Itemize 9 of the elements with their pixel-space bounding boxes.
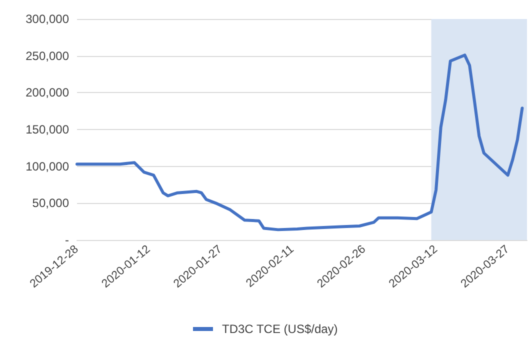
y-tick-label: 300,000 [26,12,70,26]
y-tick-label: 200,000 [26,86,70,100]
y-tick-label: 50,000 [32,196,70,210]
y-tick-label: 250,000 [26,48,70,63]
line-series [76,54,524,232]
legend-label: TD3C TCE (US$/day) [222,322,338,336]
y-tick-label: - [65,233,69,247]
y-tick-label: 150,000 [26,122,70,136]
y-tick-label: 100,000 [26,159,70,174]
